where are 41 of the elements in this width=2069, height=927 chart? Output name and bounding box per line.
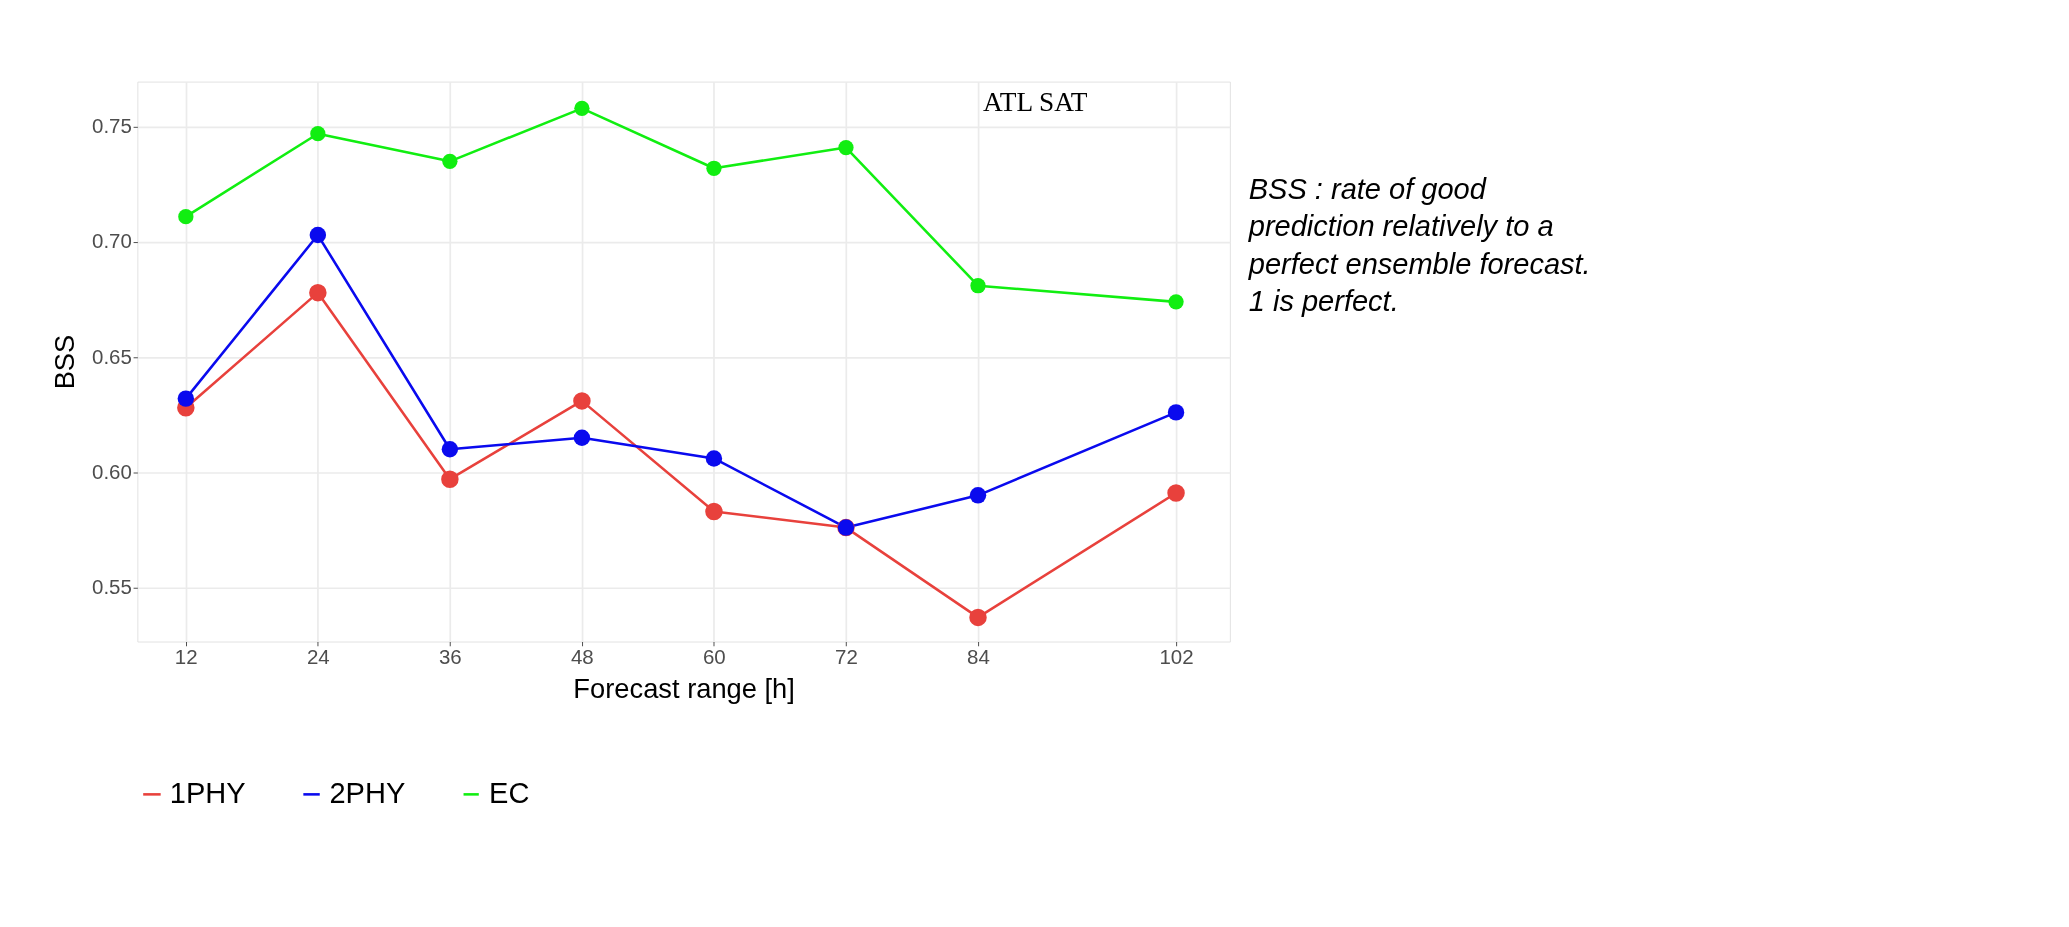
x-tick-label: 72 [835,645,858,669]
x-tick-label: 84 [967,645,990,669]
point [1167,404,1185,421]
point [1167,484,1185,502]
x-tick-label: 60 [702,645,726,669]
point [1168,294,1184,310]
point [441,470,459,488]
x-tick-label: 102 [1159,645,1194,669]
text: BSS : rate of good prediction relatively to a perfect ensemble forecast. 1 is perfect. [1247,172,1591,318]
y-tick-label: 0.65 [92,344,132,368]
point [706,160,722,176]
point [969,487,987,504]
legend-label: 1PHY [169,776,246,809]
point [309,226,327,244]
point [970,278,986,294]
legend-label: 2PHY [329,776,406,809]
point [838,139,854,156]
point [441,441,459,458]
y-tick-label: 0.70 [92,229,132,253]
legend-label: EC [489,776,530,809]
x-axis-title: Forecast range [h] [573,673,795,705]
point [969,608,987,627]
point [573,392,591,410]
x-tick-label: 24 [306,645,330,669]
point [309,283,327,302]
point [573,429,591,446]
point [310,126,326,142]
y-tick-label: 0.60 [92,459,132,483]
y-axis-title: BSS [49,334,81,390]
y-tick-label: 0.55 [92,574,132,598]
y-tick-label: 0.75 [92,114,132,138]
point [177,390,195,407]
point [442,153,458,169]
point [705,502,723,521]
x-tick-label: 48 [570,645,594,669]
annotation: ATL SAT [983,86,1088,117]
x-tick-label: 12 [174,645,198,669]
point [574,100,590,116]
point [178,209,194,225]
point [705,450,723,467]
x-tick-label: 36 [438,645,462,669]
